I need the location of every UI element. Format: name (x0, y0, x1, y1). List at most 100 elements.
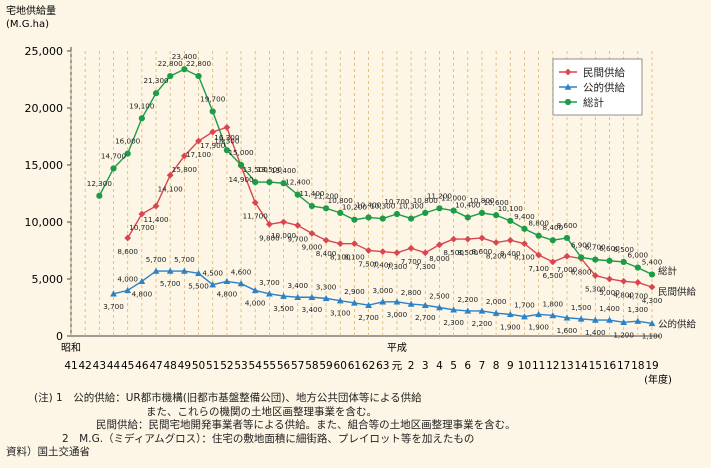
data-point (237, 161, 245, 169)
axes: 宅地供給量(M.G.ha)05,00010,00015,00020,00025,… (6, 4, 672, 386)
x-tick-label: 52 (220, 360, 233, 372)
y-tick-label: 10,000 (25, 216, 64, 229)
data-point (563, 314, 571, 321)
data-point (308, 202, 316, 210)
data-label: 10,700 (384, 197, 410, 206)
data-point (648, 320, 656, 327)
data-point (549, 258, 557, 266)
data-label: 16,300 (214, 133, 240, 142)
data-label: 3,500 (273, 304, 294, 313)
data-label: 11,700 (243, 212, 269, 221)
era-label: 平成 (387, 342, 407, 354)
data-label: 13,400 (271, 166, 297, 175)
data-point (322, 205, 330, 212)
data-label: 2,700 (415, 313, 436, 322)
data-point (308, 293, 316, 300)
x-tick-label: 15 (589, 360, 602, 372)
data-label: 6,700 (585, 243, 606, 252)
data-label: 8,100 (344, 253, 365, 262)
data-label: 1,200 (613, 330, 634, 339)
note-1-private: 民間供給：民間宅地開発事業者等による供給。また、組合等の土地区画整理事業を含む。 (34, 419, 704, 433)
data-label: 7,300 (387, 262, 408, 271)
data-point (393, 249, 401, 257)
data-point (322, 236, 330, 244)
data-label: 5,400 (642, 257, 663, 266)
x-tick-label: 4 (436, 360, 443, 372)
note-1-private-head: 民間供給： (96, 419, 149, 432)
data-point (492, 309, 500, 316)
data-point (294, 293, 302, 300)
y-tick-label: 15,000 (25, 159, 64, 172)
data-label: 8,500 (457, 248, 478, 257)
data-label: 1,600 (557, 326, 578, 335)
data-label: 22,800 (158, 59, 184, 68)
data-label: 3,000 (387, 310, 408, 319)
data-point (379, 215, 386, 222)
x-tick-label: 57 (291, 360, 304, 372)
data-point (237, 280, 245, 287)
data-point (223, 123, 231, 131)
data-point (110, 165, 117, 172)
data-label: 2,200 (457, 295, 478, 304)
data-point (251, 287, 259, 294)
data-point (181, 66, 188, 73)
data-label: 19,100 (129, 101, 155, 110)
chart: 宅地供給量(M.G.ha)05,00010,00015,00020,00025,… (6, 4, 697, 386)
legend-label: 民間供給 (583, 66, 625, 79)
data-label: 3,100 (330, 309, 351, 318)
x-tick-label: 6 (464, 360, 471, 372)
data-point (450, 306, 458, 313)
data-label: 9,400 (514, 212, 535, 221)
data-label: 7,000 (557, 265, 578, 274)
legend-label: 公的供給 (583, 81, 625, 94)
data-label: 7,400 (372, 261, 393, 270)
data-label: 2,700 (358, 313, 379, 322)
data-label: 3,300 (316, 282, 337, 291)
data-label: 13,500 (243, 165, 269, 174)
data-label: 10,300 (399, 202, 425, 211)
data-label: 5,700 (160, 279, 181, 288)
series-line-circle (98, 68, 653, 276)
data-label: 5,300 (585, 285, 606, 294)
data-point (351, 299, 358, 306)
data-point (493, 212, 500, 219)
data-label: 7,300 (415, 262, 436, 271)
data-label: 4,800 (217, 289, 238, 298)
data-label: 7,100 (528, 264, 549, 273)
data-point (634, 279, 642, 286)
x-tick-label: 48 (164, 360, 177, 372)
data-label: 10,700 (129, 223, 155, 232)
data-point (591, 272, 599, 279)
x-tick-label: 12 (546, 360, 559, 372)
data-point (422, 209, 429, 216)
data-point (535, 251, 543, 259)
data-point (450, 207, 457, 214)
data-label: 2,000 (486, 297, 507, 306)
x-tick-label: 55 (263, 360, 276, 372)
data-label: 10,600 (484, 198, 510, 207)
data-label: 2,200 (472, 319, 493, 328)
x-tick-label: 60 (334, 360, 347, 372)
x-tick-label: 58 (305, 360, 318, 372)
data-point (180, 267, 188, 274)
data-point (393, 210, 401, 218)
data-label: 10,400 (455, 200, 481, 209)
data-point (124, 287, 132, 294)
data-label: 16,000 (115, 137, 141, 146)
data-point (464, 235, 472, 243)
x-tick-label: 16 (603, 360, 617, 372)
data-label: 7,500 (358, 260, 379, 269)
data-point (478, 209, 486, 216)
data-label: 12,400 (285, 178, 311, 187)
x-tick-label: 11 (532, 360, 545, 372)
data-label: 10,800 (413, 196, 439, 205)
x-tick-label: 54 (249, 360, 263, 372)
data-point (521, 225, 528, 232)
data-label: 8,800 (528, 219, 549, 228)
data-label: 8,200 (486, 252, 507, 261)
data-label: 2,500 (429, 292, 450, 301)
data-point (436, 205, 443, 212)
data-label: 7,700 (401, 257, 422, 266)
data-point (421, 249, 429, 257)
data-point (549, 312, 557, 319)
